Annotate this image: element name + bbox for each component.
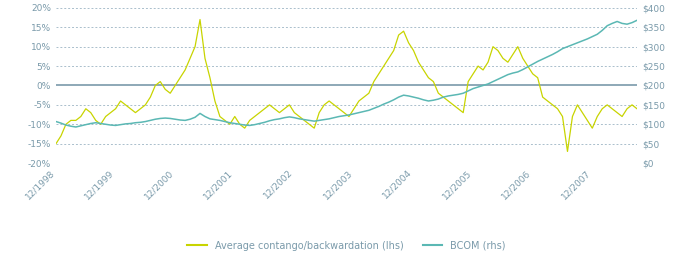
Legend: Average contango/backwardation (lhs), BCOM (rhs): Average contango/backwardation (lhs), BC…: [183, 237, 510, 254]
